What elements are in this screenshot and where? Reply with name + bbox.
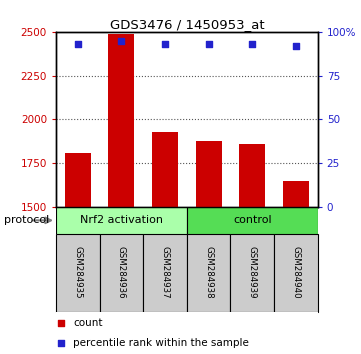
Point xyxy=(162,41,168,47)
Point xyxy=(118,38,124,44)
Bar xyxy=(56,234,100,312)
Bar xyxy=(187,234,230,312)
Bar xyxy=(230,234,274,312)
Bar xyxy=(274,234,318,312)
Bar xyxy=(239,144,265,207)
Bar xyxy=(100,234,143,312)
Bar xyxy=(187,207,318,234)
Point xyxy=(58,321,64,326)
Text: GSM284936: GSM284936 xyxy=(117,246,126,299)
Bar xyxy=(283,181,309,207)
Text: control: control xyxy=(233,215,271,225)
Bar xyxy=(152,132,178,207)
Text: GSM284935: GSM284935 xyxy=(73,246,82,299)
Bar xyxy=(56,207,187,234)
Title: GDS3476 / 1450953_at: GDS3476 / 1450953_at xyxy=(109,18,264,31)
Bar xyxy=(196,141,222,207)
Point xyxy=(75,41,81,47)
Text: Nrf2 activation: Nrf2 activation xyxy=(80,215,163,225)
Text: GSM284937: GSM284937 xyxy=(161,246,170,299)
Text: protocol: protocol xyxy=(4,215,49,225)
Text: GSM284940: GSM284940 xyxy=(291,246,300,299)
Text: GSM284939: GSM284939 xyxy=(248,246,257,299)
Bar xyxy=(143,234,187,312)
Point xyxy=(206,41,212,47)
Text: percentile rank within the sample: percentile rank within the sample xyxy=(73,338,249,348)
Bar xyxy=(65,153,91,207)
Text: count: count xyxy=(73,318,103,329)
Text: GSM284938: GSM284938 xyxy=(204,246,213,299)
Point xyxy=(293,43,299,49)
Point xyxy=(58,341,64,346)
Point xyxy=(249,41,255,47)
Bar xyxy=(108,34,135,207)
